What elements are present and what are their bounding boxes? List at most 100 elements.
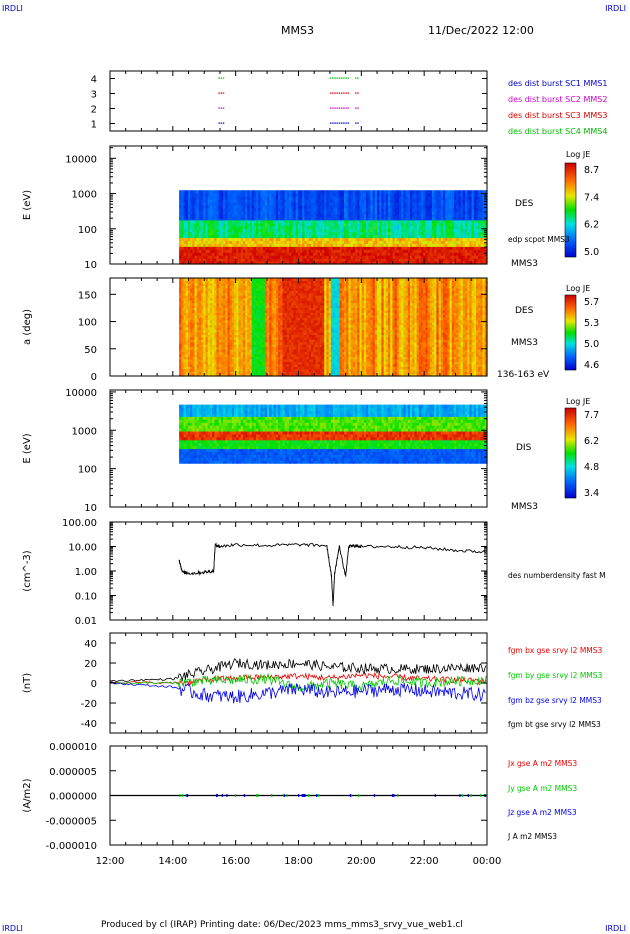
spectrogram-cell — [315, 258, 319, 262]
spectrogram-cell — [216, 331, 220, 335]
spectrogram-cell — [405, 193, 409, 197]
spectrogram-cell — [350, 252, 354, 256]
spectrogram-cell — [196, 243, 200, 247]
spectrogram-cell — [289, 237, 292, 241]
spectrogram-cell — [181, 234, 185, 239]
spectrogram-cell — [379, 213, 383, 218]
spectrogram-cell — [407, 207, 411, 212]
spectrogram-cell — [357, 213, 361, 218]
spectrogram-cell — [179, 225, 182, 230]
spectrogram-cell — [394, 231, 398, 236]
spectrogram-cell — [227, 312, 231, 316]
spectrogram-cell — [293, 219, 297, 224]
spectrogram-cell — [187, 302, 191, 306]
spectrogram-cell — [187, 246, 191, 250]
spectrogram-cell — [190, 216, 193, 221]
spectrogram-cell — [427, 237, 431, 241]
spectrogram-cell — [238, 353, 242, 357]
spectrogram-cell — [249, 285, 253, 289]
spectrogram-cell — [458, 213, 462, 218]
spectrogram-cell — [194, 366, 198, 370]
spectrogram-cell — [311, 231, 314, 236]
spectrogram-cell — [416, 261, 420, 265]
spectrogram-cell — [198, 344, 202, 348]
spectrogram-cell — [253, 290, 257, 294]
spectrogram-cell — [260, 252, 264, 256]
spectrogram-cell — [214, 246, 218, 250]
spectrogram-cell — [249, 249, 253, 253]
spectrogram-cell — [414, 240, 418, 244]
spectrogram-cell — [181, 329, 185, 333]
spectrogram-cell — [476, 258, 479, 262]
spectrogram-cell — [346, 193, 350, 197]
spectrogram-cell — [218, 282, 222, 286]
spectrogram-cell — [271, 252, 275, 256]
spectrogram-cell — [205, 258, 209, 262]
spectrogram-cell — [201, 319, 204, 323]
spectrogram-cell — [225, 234, 229, 239]
spectrogram-cell — [253, 300, 257, 304]
spectrogram-cell — [190, 312, 193, 316]
spectrogram-cell — [267, 252, 270, 256]
spectrogram-cell — [374, 199, 378, 203]
spectrogram-cell — [190, 234, 193, 239]
spectrogram-cell — [306, 234, 310, 239]
spectrogram-cell — [394, 237, 398, 241]
spectrogram-cell — [212, 297, 215, 301]
spectrogram-cell — [251, 196, 255, 200]
spectrogram-cell — [185, 207, 189, 212]
spectrogram-cell — [179, 249, 182, 253]
spectrogram-cell — [348, 234, 352, 239]
spectrogram-cell — [302, 255, 306, 259]
spectrogram-cell — [227, 363, 231, 367]
spectrogram-cell — [297, 228, 301, 233]
spectrogram-cell — [179, 297, 182, 301]
spectrogram-cell — [284, 225, 288, 230]
spectrogram-cell — [227, 341, 231, 345]
spectrogram-cell — [421, 255, 424, 259]
spectrogram-cell — [236, 341, 240, 345]
spectrogram-cell — [407, 228, 411, 233]
spectrogram-cell — [465, 255, 468, 259]
spectrogram-cell — [194, 334, 198, 338]
spectrogram-cell — [359, 205, 363, 209]
spectrogram-cell — [242, 219, 246, 224]
spectrogram-cell — [443, 225, 446, 230]
spectrogram-cell — [218, 202, 222, 206]
spectrogram-cell — [319, 196, 323, 200]
spectrogram-cell — [289, 190, 292, 194]
spectrogram-cell — [234, 331, 237, 335]
spectrogram-cell — [465, 219, 468, 224]
spectrogram-cell — [469, 249, 473, 253]
spectrogram-cell — [236, 300, 240, 304]
spectrogram-cell — [192, 240, 196, 244]
spectrogram-cell — [385, 205, 389, 209]
spectrogram-cell — [234, 199, 237, 203]
spectrogram-cell — [187, 237, 191, 241]
spectrogram-cell — [297, 261, 301, 265]
spectrogram-cell — [183, 249, 187, 253]
spectrogram-cell — [280, 210, 284, 215]
spectrogram-cell — [190, 280, 193, 284]
spectrogram-cell — [218, 300, 222, 304]
spectrogram-cell — [407, 234, 411, 239]
spectrogram-cell — [234, 225, 237, 230]
spectrogram-cell — [471, 228, 475, 233]
spectrogram-cell — [333, 216, 336, 221]
spectrogram-cell — [203, 222, 207, 227]
spectrogram-cell — [231, 341, 235, 345]
spectrogram-cell — [220, 341, 224, 345]
spectrogram-cell — [425, 199, 429, 203]
spectrogram-cell — [240, 368, 244, 372]
spectrogram-cell — [440, 249, 444, 253]
spectrogram-cell — [346, 207, 350, 212]
spectrogram-cell — [304, 231, 308, 236]
spectrogram-cell — [447, 196, 451, 200]
spectrogram-cell — [229, 334, 233, 338]
spectrogram-cell — [359, 255, 363, 259]
spectrogram-cell — [462, 237, 466, 241]
spectrogram-cell — [282, 255, 286, 259]
spectrogram-cell — [412, 261, 416, 265]
spectrogram-cell — [242, 349, 246, 353]
spectrogram-cell — [381, 249, 385, 253]
